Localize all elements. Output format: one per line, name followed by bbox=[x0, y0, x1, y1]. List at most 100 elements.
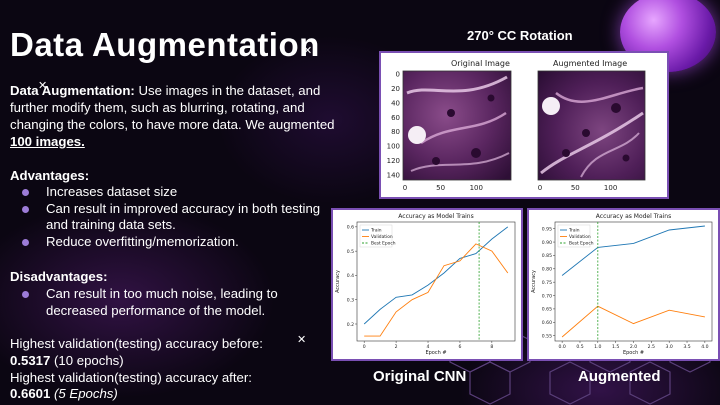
image-y-tick-label: 40 bbox=[391, 99, 400, 107]
image-x-tick-label: 0 bbox=[403, 184, 407, 192]
accuracy-before-text: Highest validation(testing) accuracy bef… bbox=[10, 336, 263, 351]
legend-label: Best Epoch bbox=[569, 241, 594, 247]
series-line-validation bbox=[561, 305, 705, 338]
accuracy-chart-augmented: Accuracy as Model Trains 0.55 0.60 0.65 0.70… bbox=[531, 213, 713, 356]
x-tick-label: 2.5 bbox=[648, 344, 655, 350]
x-tick-label: 0.0 bbox=[558, 344, 565, 350]
y-tick-label: 0.70 bbox=[542, 293, 552, 299]
x-axis-label: Epoch # bbox=[623, 350, 644, 356]
image-x-tick-label: 0 bbox=[538, 184, 542, 192]
original-cnn-caption: Original CNN bbox=[373, 368, 467, 385]
augmented-image bbox=[537, 70, 646, 181]
legend-box bbox=[359, 224, 393, 248]
chart-title: Accuracy as Model Trains bbox=[398, 213, 473, 220]
y-tick-label: 0.3 bbox=[347, 298, 354, 304]
image-y-tick-label: 120 bbox=[387, 157, 400, 165]
x-tick-label: 0.5 bbox=[576, 344, 583, 350]
accuracy-summary: Highest validation(testing) accuracy bef… bbox=[10, 336, 263, 403]
intro-label: Data Augmentation: bbox=[10, 83, 135, 98]
image-y-tick-label: 0 bbox=[396, 71, 400, 79]
original-image-label: Original Image bbox=[451, 59, 510, 68]
disadvantages-heading: Disadvantages: bbox=[10, 269, 108, 284]
accuracy-chart-original: Accuracy as Model Trains 0.2 0.3 0.4 0.5 0.6 0… bbox=[335, 213, 516, 356]
y-tick-label: 0.5 bbox=[347, 249, 354, 255]
y-tick-label: 0.85 bbox=[542, 253, 552, 259]
y-axis-label: Accuracy bbox=[335, 270, 341, 293]
intro-paragraph: Data Augmentation: Use images in the dat… bbox=[10, 82, 335, 150]
y-tick-label: 0.65 bbox=[542, 307, 552, 313]
accuracy-after-value: 0.6601 bbox=[10, 386, 51, 402]
intro-highlight: 100 images. bbox=[10, 134, 85, 149]
legend-label: Train bbox=[568, 228, 580, 234]
advantages-list: Increases dataset size Can result in imp… bbox=[20, 184, 340, 250]
y-tick-label: 0.75 bbox=[542, 280, 552, 286]
x-tick-label: 3.5 bbox=[683, 344, 690, 350]
image-y-tick-label: 60 bbox=[391, 114, 400, 122]
image-x-tick-label: 100 bbox=[604, 184, 617, 192]
rotation-image-panel: Original Image Augmented Image bbox=[379, 51, 669, 199]
x-tick-label: 0 bbox=[363, 344, 366, 350]
augmented-caption: Augmented bbox=[578, 368, 661, 385]
image-y-tick-label: 100 bbox=[387, 143, 400, 151]
original-image bbox=[402, 70, 512, 181]
image-x-tick-label: 50 bbox=[436, 184, 445, 192]
legend-box bbox=[557, 224, 591, 248]
hexagon-grid-decoration bbox=[449, 330, 711, 405]
list-item: Can result in improved accuracy in both … bbox=[20, 201, 340, 234]
cursor-mark-icon: ✕ bbox=[38, 80, 48, 92]
y-tick-label: 0.90 bbox=[542, 240, 552, 246]
legend-label: Validation bbox=[569, 234, 591, 240]
image-y-tick-label: 140 bbox=[387, 172, 400, 180]
augmented-image-label: Augmented Image bbox=[553, 59, 627, 68]
x-tick-label: 2.0 bbox=[630, 344, 637, 350]
image-x-tick-label: 50 bbox=[571, 184, 580, 192]
list-item: Reduce overfitting/memorization. bbox=[20, 234, 340, 251]
disadvantages-list: Can result in too much noise, leading to… bbox=[20, 286, 340, 319]
cursor-mark-icon: ✕ bbox=[303, 45, 313, 57]
list-item: Increases dataset size bbox=[20, 184, 340, 201]
image-x-tick-label: 100 bbox=[470, 184, 483, 192]
original-cnn-chart: Accuracy as Model Trains 0.2 0.3 0.4 0.5 0.6 0… bbox=[331, 208, 523, 361]
accuracy-after-value-line: 0.6601 (5 Epochs) bbox=[10, 386, 263, 403]
y-tick-label: 0.55 bbox=[542, 333, 552, 339]
legend-label: Train bbox=[370, 228, 382, 234]
x-axis-label: Epoch # bbox=[425, 350, 446, 356]
list-item: Can result in too much noise, leading to… bbox=[20, 286, 340, 319]
x-tick-label: 1.0 bbox=[594, 344, 601, 350]
accuracy-before-value-line: 0.5317 (10 epochs) bbox=[10, 353, 263, 370]
x-tick-label: 4.0 bbox=[701, 344, 708, 350]
plot-frame bbox=[356, 221, 516, 342]
intro-text: Use images in the dataset, and further m… bbox=[10, 83, 335, 132]
image-y-tick-label: 20 bbox=[391, 85, 400, 93]
y-tick-label: 0.6 bbox=[347, 225, 354, 231]
series-line-validation bbox=[364, 243, 509, 337]
legend-label: Best Epoch bbox=[371, 241, 396, 247]
y-tick-label: 0.95 bbox=[542, 226, 552, 232]
rotation-heading: 270° CC Rotation bbox=[467, 28, 573, 43]
augmented-chart: Accuracy as Model Trains 0.55 0.60 0.65 0.70… bbox=[527, 208, 720, 361]
x-tick-label: 2 bbox=[395, 344, 398, 350]
accuracy-after-line: Highest validation(testing) accuracy aft… bbox=[10, 370, 263, 387]
x-tick-label: 8 bbox=[490, 344, 493, 350]
image-y-tick-label: 80 bbox=[391, 128, 400, 136]
series-line-train bbox=[561, 225, 705, 276]
chart-title: Accuracy as Model Trains bbox=[596, 213, 671, 220]
slide-title: Data Augmentation bbox=[10, 26, 320, 63]
accuracy-after-note: (5 Epochs) bbox=[54, 386, 118, 402]
x-tick-label: 4 bbox=[427, 344, 430, 350]
accuracy-before-line: Highest validation(testing) accuracy bef… bbox=[10, 336, 263, 353]
rotation-image-figure: Original Image Augmented Image bbox=[387, 59, 646, 193]
cursor-mark-icon: ✕ bbox=[297, 334, 307, 346]
x-tick-label: 6 bbox=[458, 344, 461, 350]
accuracy-after-text: Highest validation(testing) accuracy aft… bbox=[10, 369, 252, 385]
y-tick-label: 0.2 bbox=[347, 322, 354, 328]
y-axis-label: Accuracy bbox=[531, 270, 537, 293]
y-tick-label: 0.60 bbox=[542, 320, 552, 326]
x-tick-label: 1.5 bbox=[612, 344, 619, 350]
y-tick-label: 0.80 bbox=[542, 267, 552, 273]
accuracy-before-note: (10 epochs) bbox=[54, 352, 124, 368]
advantages-heading: Advantages: bbox=[10, 168, 90, 183]
